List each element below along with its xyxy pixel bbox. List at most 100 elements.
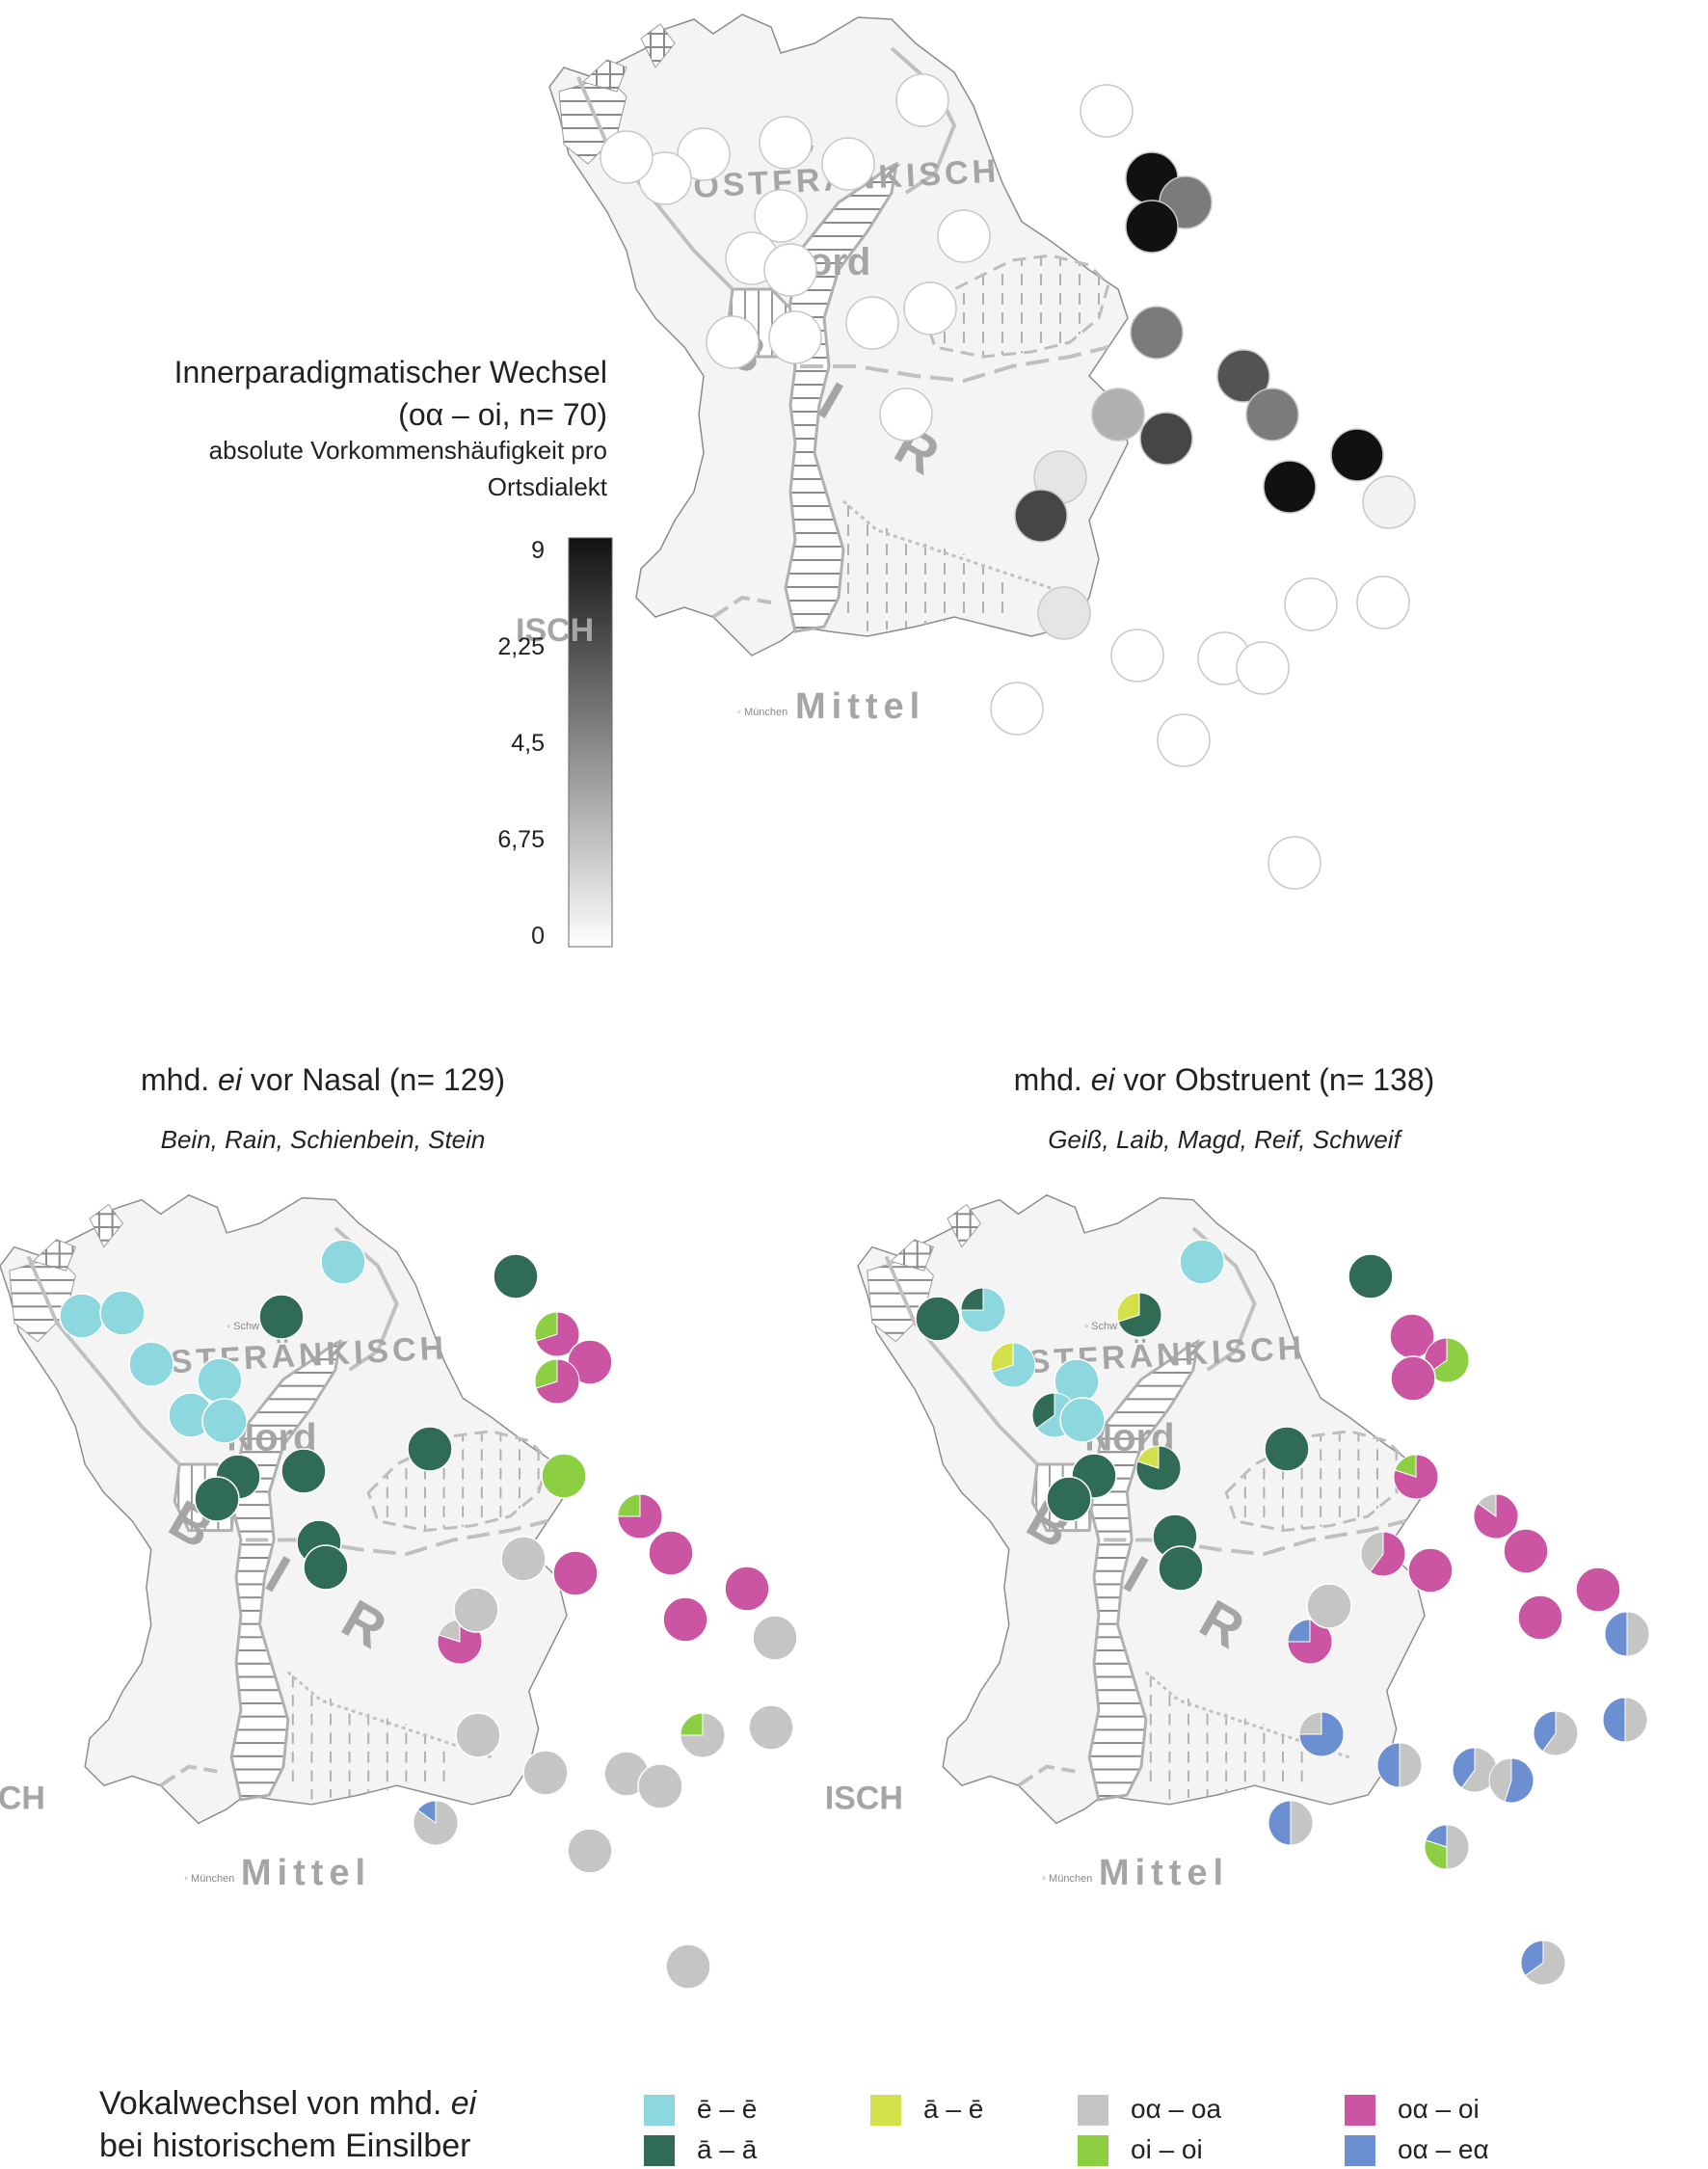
obstruent-map-location-pie[interactable] (1298, 1711, 1345, 1757)
top-map-location-point[interactable] (1110, 629, 1164, 683)
nasal-map-location-pie[interactable] (552, 1550, 599, 1596)
nasal-map-location-pie[interactable] (617, 1493, 663, 1540)
obstruent-map-location-pie[interactable] (1393, 1454, 1439, 1500)
nasal-map-location-pie[interactable] (59, 1293, 105, 1339)
nasal-map-location-pie[interactable] (99, 1290, 146, 1336)
nasal-map-location-pie[interactable] (320, 1239, 366, 1285)
top-map-location-point[interactable] (1080, 84, 1134, 138)
top-map-location-point[interactable] (1014, 489, 1068, 543)
obstruent-map-location-pie[interactable] (1407, 1547, 1454, 1593)
legend-swatch-oa-ea (1345, 2135, 1375, 2166)
pie-slice (493, 1253, 539, 1299)
obstruent-map-location-pie[interactable] (1533, 1710, 1579, 1756)
nasal-map-location-pie[interactable] (724, 1566, 770, 1612)
nasal-map-location-pie[interactable] (194, 1476, 240, 1522)
nasal-map-location-pie[interactable] (567, 1828, 613, 1874)
obstruent-map-location-pie[interactable] (960, 1287, 1006, 1333)
pie-slice (197, 1357, 243, 1404)
top-map-location-point[interactable] (1268, 836, 1321, 890)
top-map-location-point[interactable] (937, 209, 991, 263)
top-map-location-point[interactable] (600, 130, 654, 184)
obstruent-map-location-pie[interactable] (1376, 1742, 1423, 1788)
obstruent-map-location-pie[interactable] (1287, 1619, 1333, 1665)
top-map-location-point[interactable] (1362, 475, 1416, 529)
obstruent-map-location-pie[interactable] (1158, 1545, 1204, 1592)
nasal-map-location-pie[interactable] (407, 1426, 453, 1472)
nasal-map-location-pie[interactable] (500, 1536, 547, 1582)
obstruent-map-location-pie[interactable] (1473, 1493, 1519, 1540)
top-map-location-point[interactable] (1091, 388, 1145, 442)
nasal-map-location-pie[interactable] (455, 1712, 501, 1758)
pie-slice (915, 1296, 961, 1342)
obstruent-map-location-pie[interactable] (1503, 1528, 1549, 1574)
nasal-map-location-pie[interactable] (453, 1587, 499, 1633)
top-map-location-point[interactable] (1037, 586, 1091, 640)
top-map-location-point[interactable] (895, 73, 949, 127)
obstruent-map-location-pie[interactable] (1268, 1800, 1314, 1846)
obstruent-map-location-pie[interactable] (1517, 1594, 1563, 1641)
top-map-location-point[interactable] (1130, 306, 1184, 360)
obstruent-map-location-pie[interactable] (1602, 1697, 1648, 1743)
top-map-location-point[interactable] (990, 682, 1044, 736)
pie-slice (552, 1550, 599, 1596)
nasal-map-location-pie[interactable] (128, 1341, 174, 1387)
top-map-location-point[interactable] (1245, 388, 1299, 442)
obstruent-map-location-pie[interactable] (1575, 1566, 1621, 1613)
obstruent-map-location-pie[interactable] (1179, 1239, 1225, 1285)
top-map-location-point[interactable] (1125, 200, 1179, 254)
top-map-location-point[interactable] (706, 315, 760, 369)
top-map-location-point[interactable] (1216, 349, 1270, 403)
top-map-location-point[interactable] (1157, 713, 1211, 767)
nasal-map-location-pie[interactable] (197, 1357, 243, 1404)
nasal-map-location-pie[interactable] (637, 1763, 683, 1809)
obstruent-map-location-pie[interactable] (1059, 1397, 1106, 1443)
top-map-location-point[interactable] (821, 137, 875, 191)
obstruent-map-location-pie[interactable] (1488, 1757, 1535, 1804)
obstruent-map-location-pie[interactable] (1390, 1355, 1436, 1402)
nasal-map-location-pie[interactable] (534, 1311, 580, 1357)
obstruent-map-location-pie[interactable] (1348, 1253, 1394, 1299)
scale-tick-label: 0 (531, 923, 545, 950)
top-map-location-point[interactable] (1356, 576, 1410, 629)
top-map-location-point[interactable] (845, 296, 899, 350)
top-map-location-point[interactable] (879, 388, 933, 442)
obstruent-map-location-pie[interactable] (1135, 1445, 1182, 1491)
nasal-map-location-pie[interactable] (648, 1530, 694, 1576)
nasal-map-location-pie[interactable] (413, 1800, 459, 1846)
nasal-map-location-pie[interactable] (748, 1704, 794, 1751)
top-map-location-point[interactable] (754, 189, 808, 243)
obstruent-map-location-pie[interactable] (1046, 1476, 1092, 1522)
nasal-map-location-pie[interactable] (201, 1398, 248, 1444)
top-map-location-point[interactable] (1330, 428, 1384, 482)
obstruent-map-location-pie[interactable] (1264, 1426, 1310, 1472)
top-map-location-point[interactable] (1236, 641, 1290, 695)
nasal-map-location-pie[interactable] (303, 1544, 349, 1591)
nasal-map-location-pie[interactable] (493, 1253, 539, 1299)
nasal-map-location-pie[interactable] (522, 1750, 569, 1796)
nasal-map-location-pie[interactable] (258, 1294, 305, 1340)
top-map-location-point[interactable] (1284, 577, 1338, 631)
obstruent-map-location-pie[interactable] (1306, 1583, 1352, 1629)
obstruent-map-location-pie[interactable] (915, 1296, 961, 1342)
obstruent-map-location-pie[interactable] (1604, 1611, 1650, 1657)
obstruent-map-location-pie[interactable] (1360, 1531, 1406, 1577)
top-map-location-point[interactable] (677, 127, 731, 181)
obstruent-map-location-pie[interactable] (1116, 1292, 1162, 1338)
obstruent-map-location-pie[interactable] (1424, 1824, 1470, 1870)
nasal-map-location-pie[interactable] (665, 1943, 711, 1990)
top-map-location-point[interactable] (1263, 460, 1317, 514)
nasal-map-location-pie[interactable] (541, 1453, 587, 1499)
nasal-map-location-pie[interactable] (752, 1615, 798, 1661)
top-map-location-point[interactable] (763, 243, 817, 297)
top-map-location-point[interactable] (903, 281, 957, 335)
top-map-location-point[interactable] (759, 116, 813, 170)
pie-slice (1424, 1839, 1448, 1870)
obstruent-map-location-pie[interactable] (1520, 1940, 1566, 1986)
obstruent-map-location-pie[interactable] (990, 1342, 1036, 1388)
nasal-map-location-pie[interactable] (680, 1712, 726, 1758)
nasal-map-location-pie[interactable] (280, 1448, 327, 1494)
nasal-map-location-pie[interactable] (662, 1596, 708, 1643)
top-map-location-point[interactable] (768, 310, 822, 364)
nasal-map-location-pie[interactable] (534, 1358, 580, 1405)
top-map-location-point[interactable] (1139, 412, 1193, 466)
